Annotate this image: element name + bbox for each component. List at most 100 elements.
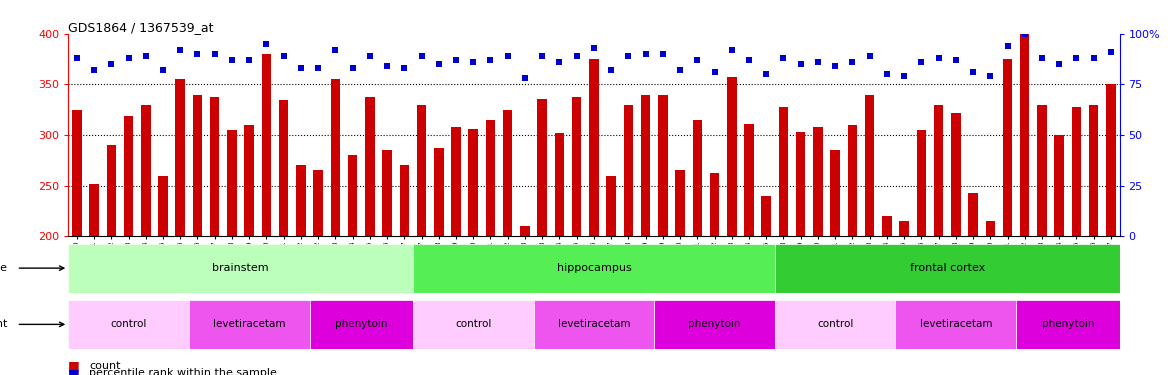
Point: [481, 57, 500, 63]
Bar: [775, 300, 895, 349]
Text: levetiracetam: levetiracetam: [557, 320, 630, 329]
Bar: [382, 150, 392, 236]
Bar: [1071, 106, 1081, 236]
Point: [136, 53, 155, 59]
Bar: [193, 94, 202, 236]
Point: [947, 57, 965, 63]
Text: phenytoin: phenytoin: [335, 320, 387, 329]
Bar: [779, 106, 788, 236]
Bar: [710, 174, 720, 236]
Text: GDS1864 / 1367539_at: GDS1864 / 1367539_at: [68, 21, 214, 34]
Point: [1050, 61, 1069, 67]
Point: [929, 55, 948, 61]
Bar: [1016, 300, 1120, 349]
Point: [515, 75, 534, 81]
Bar: [400, 165, 409, 236]
Bar: [434, 148, 443, 236]
Bar: [830, 150, 840, 236]
Bar: [555, 133, 564, 236]
Point: [222, 57, 241, 63]
Point: [670, 67, 689, 73]
Point: [258, 41, 276, 47]
Point: [463, 59, 482, 65]
Point: [636, 51, 655, 57]
Text: hippocampus: hippocampus: [556, 263, 632, 273]
Bar: [309, 300, 413, 349]
Point: [981, 73, 1000, 79]
Bar: [641, 94, 650, 236]
Point: [292, 65, 310, 71]
Bar: [985, 221, 995, 236]
Point: [119, 55, 138, 61]
Point: [326, 47, 345, 53]
Text: ■: ■: [68, 367, 80, 375]
Text: agent: agent: [0, 320, 8, 329]
Bar: [813, 127, 823, 236]
Text: phenytoin: phenytoin: [688, 320, 741, 329]
Point: [1102, 49, 1121, 55]
Bar: [262, 54, 272, 236]
Bar: [189, 300, 309, 349]
Bar: [916, 130, 926, 236]
Point: [619, 53, 637, 59]
Bar: [775, 244, 1120, 292]
Text: control: control: [111, 320, 147, 329]
Bar: [413, 244, 775, 292]
Bar: [141, 105, 151, 236]
Text: levetiracetam: levetiracetam: [213, 320, 286, 329]
Bar: [503, 110, 513, 236]
Bar: [537, 99, 547, 236]
Text: phenytoin: phenytoin: [1042, 320, 1094, 329]
Bar: [693, 120, 702, 236]
Bar: [864, 94, 875, 236]
Point: [395, 65, 414, 71]
Bar: [89, 184, 99, 236]
Text: percentile rank within the sample: percentile rank within the sample: [89, 368, 278, 375]
Point: [499, 53, 517, 59]
Bar: [468, 129, 477, 236]
Bar: [762, 196, 771, 236]
Bar: [796, 132, 806, 236]
Point: [654, 51, 673, 57]
Point: [188, 51, 207, 57]
Point: [67, 55, 86, 61]
Bar: [968, 193, 977, 236]
Bar: [1003, 59, 1013, 236]
Bar: [659, 94, 668, 236]
Bar: [123, 116, 133, 236]
Point: [171, 47, 189, 53]
Point: [343, 65, 362, 71]
Point: [998, 43, 1017, 49]
Point: [774, 55, 793, 61]
Point: [85, 67, 103, 73]
Bar: [68, 244, 413, 292]
Point: [688, 57, 707, 63]
Bar: [68, 300, 189, 349]
Bar: [1037, 105, 1047, 236]
Point: [877, 71, 896, 77]
Bar: [572, 96, 581, 236]
Bar: [727, 77, 736, 236]
Point: [860, 53, 878, 59]
Text: tissue: tissue: [0, 263, 8, 273]
Bar: [520, 226, 529, 236]
Bar: [623, 105, 633, 236]
Text: control: control: [817, 320, 854, 329]
Point: [826, 63, 844, 69]
Point: [1084, 55, 1103, 61]
Point: [412, 53, 430, 59]
Point: [206, 51, 225, 57]
Point: [722, 47, 741, 53]
Text: frontal cortex: frontal cortex: [909, 263, 984, 273]
Text: brainstem: brainstem: [212, 263, 269, 273]
Bar: [227, 130, 236, 236]
Bar: [72, 110, 81, 236]
Bar: [348, 155, 358, 236]
Point: [447, 57, 466, 63]
Bar: [313, 170, 323, 236]
Bar: [848, 125, 857, 236]
Text: control: control: [455, 320, 492, 329]
Point: [533, 53, 552, 59]
Point: [706, 69, 724, 75]
Bar: [296, 165, 306, 236]
